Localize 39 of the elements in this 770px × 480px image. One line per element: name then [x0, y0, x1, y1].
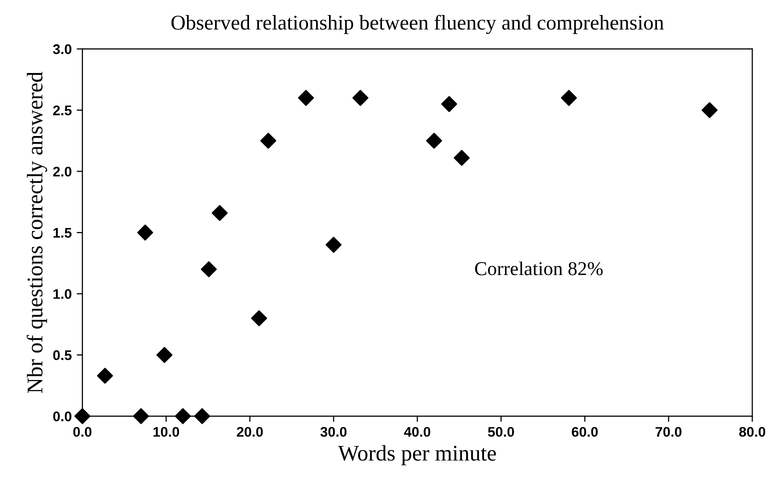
- point: [251, 310, 268, 326]
- point: [156, 346, 172, 363]
- point: [426, 132, 442, 149]
- y-tick-label: 2.0: [53, 166, 72, 177]
- y-tick-label: 1.0: [54, 289, 72, 299]
- point: [260, 132, 276, 149]
- point: [454, 150, 470, 166]
- chart-title: Observed relationship between fluency and comprehension: [171, 14, 664, 34]
- y-tick-label: 1.5: [54, 228, 72, 238]
- point: [352, 90, 368, 106]
- x-tick-label: 40.0: [404, 426, 430, 437]
- y-tick-label: 0.0: [53, 411, 72, 422]
- point: [326, 236, 342, 253]
- x-tick-label: 30.0: [320, 426, 347, 437]
- x-tick-label: 20.0: [236, 426, 263, 437]
- point: [97, 368, 113, 384]
- x-tick-label: 50.0: [488, 426, 514, 437]
- point: [702, 102, 718, 118]
- x-tick-label: 70.0: [656, 426, 682, 437]
- point: [441, 96, 458, 112]
- x-tick-label: 10.0: [153, 426, 180, 437]
- point: [133, 408, 149, 424]
- point: [194, 408, 210, 424]
- point: [212, 205, 228, 221]
- y-axis-title: Nbr of questions correctly answered: [26, 72, 48, 393]
- point: [298, 90, 314, 106]
- x-axis-title: Words per minute: [338, 445, 496, 466]
- x-tick-label: 80.0: [739, 426, 766, 437]
- point: [560, 90, 577, 106]
- x-tick-label: 60.0: [572, 426, 598, 437]
- y-tick-label: 0.5: [53, 350, 72, 360]
- x-tick-label: 0.0: [73, 426, 92, 437]
- annotation: Correlation 82%: [475, 262, 603, 276]
- y-tick-label: 2.5: [53, 105, 72, 116]
- y-tick-label: 3.0: [52, 44, 72, 54]
- point: [137, 224, 154, 241]
- point: [74, 408, 90, 424]
- point: [174, 408, 191, 424]
- point: [200, 261, 217, 278]
